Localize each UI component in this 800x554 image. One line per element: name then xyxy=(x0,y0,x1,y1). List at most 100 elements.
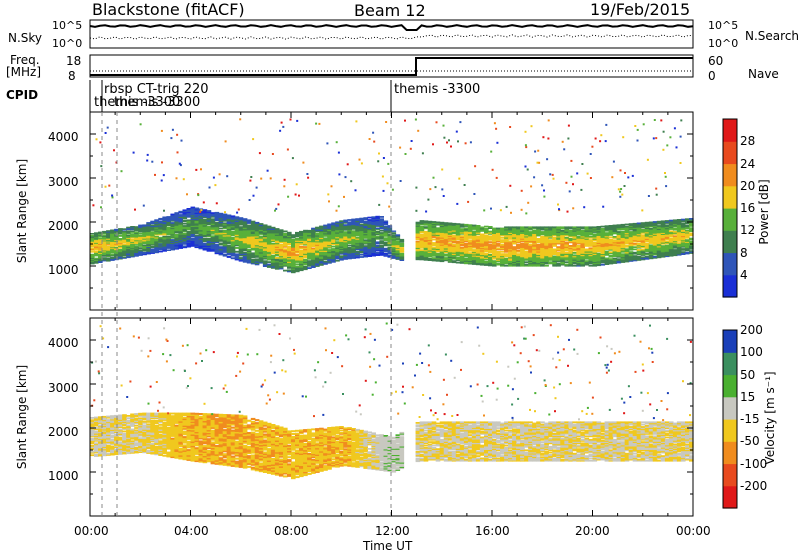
power-cell xyxy=(182,216,188,218)
power-cell xyxy=(146,238,151,240)
power-cell xyxy=(130,243,135,245)
power-cell xyxy=(520,263,525,266)
power-scatter-point xyxy=(443,136,446,139)
power-cell xyxy=(254,242,260,244)
power-cell xyxy=(110,232,115,234)
power-cell xyxy=(451,254,457,257)
power-cell xyxy=(689,237,694,240)
power-scatter-point xyxy=(252,138,255,141)
power-cell xyxy=(283,261,288,264)
power-cell xyxy=(194,225,200,227)
power-cell xyxy=(106,231,111,233)
power-cell xyxy=(668,248,674,251)
velocity-cell xyxy=(94,416,99,419)
power-scatter-point xyxy=(642,123,645,126)
power-cell xyxy=(339,242,344,245)
power-cell xyxy=(576,233,581,236)
velocity-cell xyxy=(98,447,103,450)
power-cell xyxy=(628,227,634,230)
power-scatter-point xyxy=(474,165,477,168)
power-cell xyxy=(287,242,292,245)
power-scatter-point xyxy=(291,157,294,160)
power-cell xyxy=(689,228,694,230)
power-cell xyxy=(435,221,441,224)
power-cell xyxy=(475,263,481,266)
power-cell xyxy=(604,262,610,264)
power-cell xyxy=(636,246,642,249)
power-scatter-point xyxy=(249,179,252,182)
power-cell xyxy=(190,225,196,227)
power-cell xyxy=(395,252,401,254)
power-cell xyxy=(685,227,690,230)
power-cell xyxy=(299,255,304,258)
power-cell xyxy=(94,248,99,251)
power-cell xyxy=(299,237,304,240)
power-cell xyxy=(536,233,541,236)
power-scatter-point xyxy=(289,118,292,121)
power-cell xyxy=(371,236,376,238)
power-cell xyxy=(327,223,332,226)
power-cell xyxy=(214,215,220,218)
power-cell xyxy=(616,227,622,230)
power-cell xyxy=(484,230,489,233)
power-cell xyxy=(250,244,256,247)
power-scatter-point xyxy=(524,144,527,147)
power-cell xyxy=(540,262,545,265)
power-cell xyxy=(648,238,654,241)
power-cell xyxy=(266,266,272,268)
power-cell xyxy=(431,242,437,244)
power-cell xyxy=(423,241,429,244)
power-cell xyxy=(146,245,151,247)
power-cell xyxy=(427,237,433,239)
power-cell xyxy=(479,255,485,258)
power-cell xyxy=(363,217,368,219)
power-cell xyxy=(250,261,256,264)
power-cell xyxy=(270,257,276,260)
power-cell xyxy=(150,235,155,237)
velocity-cell xyxy=(102,441,107,444)
power-cell xyxy=(371,222,376,224)
power-cell xyxy=(427,244,433,246)
power-cell xyxy=(339,236,344,239)
power-cell xyxy=(648,246,654,249)
power-cell xyxy=(287,232,292,235)
power-cell xyxy=(516,262,521,265)
power-cell xyxy=(628,233,634,235)
power-cell xyxy=(387,233,393,236)
power-cell xyxy=(475,256,481,259)
velocity-cell xyxy=(98,429,103,431)
power-cell xyxy=(463,232,469,234)
power-cell xyxy=(182,229,188,232)
power-cell xyxy=(102,251,107,254)
power-scatter-point xyxy=(277,203,280,206)
power-cell xyxy=(274,236,280,239)
power-cell xyxy=(379,219,384,222)
power-cell xyxy=(391,244,397,247)
power-cell xyxy=(315,227,320,230)
power-cell xyxy=(363,231,368,233)
power-cell xyxy=(154,229,159,231)
power-cell xyxy=(162,247,167,249)
power-scatter-point xyxy=(358,158,361,161)
power-cell xyxy=(331,253,336,256)
power-cell xyxy=(206,249,212,252)
power-cell xyxy=(656,250,662,252)
power-cell xyxy=(114,247,119,250)
power-cell xyxy=(616,261,622,264)
power-cell xyxy=(335,245,340,248)
power-cell xyxy=(536,247,541,250)
power-cell xyxy=(656,255,662,258)
power-cell xyxy=(222,244,228,247)
power-cell xyxy=(471,244,477,247)
power-cell xyxy=(488,233,493,235)
power-cell xyxy=(620,253,626,255)
velocity-cell xyxy=(90,448,95,451)
power-cell xyxy=(246,250,252,252)
power-scatter-point xyxy=(549,173,552,176)
power-cell xyxy=(423,223,429,226)
power-cell xyxy=(130,248,135,251)
power-cell xyxy=(242,231,248,233)
power-cell xyxy=(528,248,533,251)
power-cell xyxy=(218,231,224,234)
power-cell xyxy=(234,241,240,244)
